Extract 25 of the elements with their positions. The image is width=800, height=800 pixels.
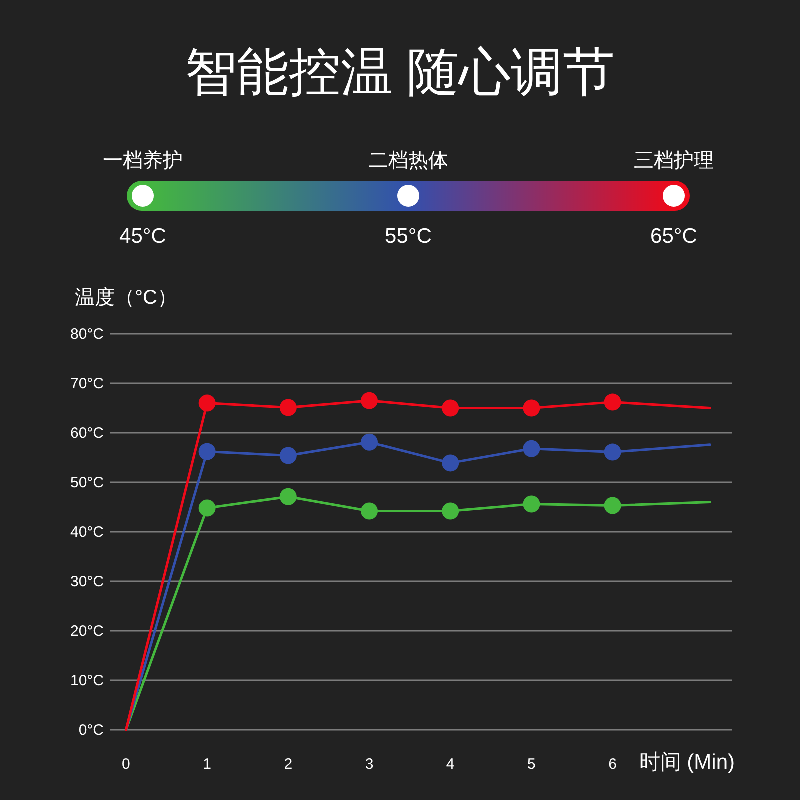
- ytick: 20°C: [70, 623, 104, 640]
- xtick: 4: [446, 756, 455, 773]
- xtick: 2: [284, 756, 293, 773]
- ylabel: 温度（°C）: [75, 287, 178, 309]
- ytick: 80°C: [70, 326, 104, 343]
- annotation: 三档护理: [634, 150, 714, 172]
- annotation: 一档养护: [103, 150, 183, 172]
- ytick: 70°C: [70, 376, 104, 392]
- ytick: 10°C: [70, 672, 104, 690]
- annotation: 45°C: [120, 225, 166, 248]
- xtick: 3: [365, 756, 374, 773]
- ytick: 50°C: [70, 474, 104, 492]
- xtick: 6: [608, 756, 617, 773]
- ytick: 60°C: [70, 425, 104, 442]
- xlabel: 时间 (Min): [639, 751, 735, 774]
- title: 智能控温 随心调节: [184, 44, 616, 102]
- annotation: 二档热体: [368, 150, 448, 172]
- annotation: 65°C: [650, 225, 698, 248]
- xtick: 0: [122, 756, 130, 773]
- annotation: 55°C: [385, 225, 432, 248]
- ytick: 0°C: [78, 722, 104, 739]
- xtick: 5: [528, 756, 536, 773]
- ytick: 40°C: [70, 524, 104, 541]
- ytick: 30°C: [70, 574, 104, 590]
- xtick: 1: [203, 756, 212, 773]
